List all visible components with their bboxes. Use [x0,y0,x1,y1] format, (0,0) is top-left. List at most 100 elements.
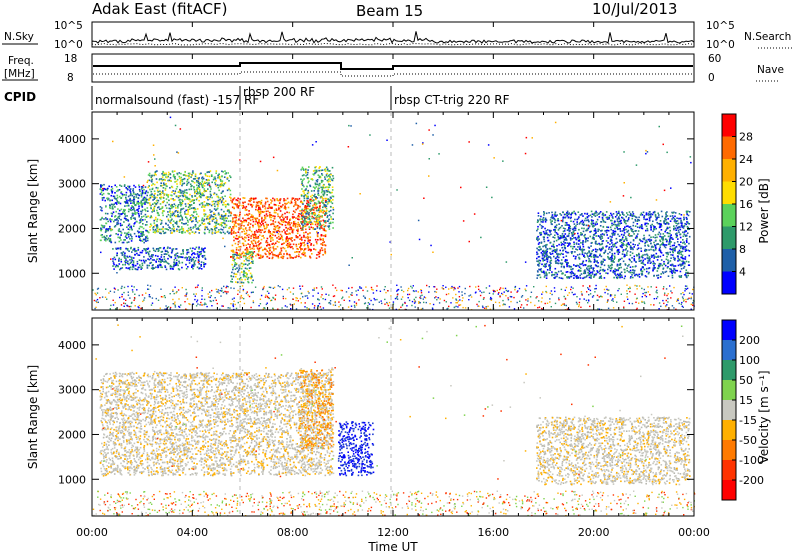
echo-point [259,212,262,215]
echo-point [683,262,686,264]
echo-point [173,173,175,176]
echo-point [112,211,115,213]
echo-point [617,221,620,223]
echo-point [680,263,683,266]
echo-point [574,227,576,230]
echo-point [182,192,185,195]
echo-point [656,236,658,239]
echo-point [111,199,113,202]
echo-point [326,186,328,188]
echo-point [147,179,149,182]
echo-point [150,215,152,217]
echo-point [561,236,563,239]
echo-point [144,224,147,226]
echo-point [536,251,538,254]
echo-point [242,244,245,247]
echo-point [125,218,127,220]
echo-point [188,259,190,262]
echo-point [107,198,109,201]
echo-point [257,241,259,243]
echo-point [148,258,151,261]
echo-point [556,273,559,276]
echo-point [681,246,684,248]
echo-point [630,246,632,249]
echo-point [195,257,198,259]
echo-point [588,265,590,267]
echo-point [259,210,262,213]
echo-point [591,216,593,218]
echo-point [150,257,152,260]
echo-point [168,199,170,202]
echo-point [252,262,254,264]
echo-point [249,272,252,275]
echo-point [310,243,313,245]
echo-point [588,270,591,272]
echo-point [326,175,328,178]
echo-point [277,227,280,229]
echo-point [264,230,266,233]
echo-point [208,223,211,225]
echo-point [140,192,143,195]
echo-point [302,252,304,254]
echo-point [644,223,646,226]
echo-point [538,274,541,276]
echo-point [564,260,566,262]
echo-point [138,205,140,207]
echo-point [163,261,165,263]
echo-point [264,216,267,219]
echo-point [118,228,121,230]
echo-point [192,172,195,174]
echo-point [119,230,122,233]
echo-point [215,217,217,219]
echo-point [626,243,628,246]
echo-point [309,250,312,252]
echo-point [280,235,283,237]
echo-point [549,269,551,271]
echo-point [236,267,238,269]
echo-point [596,212,598,214]
echo-point [235,225,238,228]
echo-point [179,181,182,183]
echo-point [673,228,675,231]
echo-point [191,199,194,201]
echo-point [653,227,655,230]
echo-point [292,247,294,250]
echo-point [537,225,539,228]
echo-point [153,194,155,197]
echo-point [241,278,243,281]
echo-point [180,231,183,233]
echo-point [207,203,210,205]
echo-point [289,218,292,220]
echo-point [302,179,304,181]
echo-point [214,228,216,230]
echo-point [199,182,201,184]
echo-point [238,218,240,220]
echo-point [329,209,332,212]
echo-point [297,229,299,232]
echo-point [187,213,189,215]
echo-point [202,223,205,225]
echo-point [225,224,228,227]
echo-point [144,213,147,216]
echo-point [250,276,253,278]
echo-point [192,215,194,217]
echo-point [300,215,303,217]
echo-point [190,229,192,231]
echo-point [572,231,575,234]
echo-point [307,195,309,198]
echo-point [181,183,184,185]
echo-point [102,226,104,228]
echo-point [119,247,122,249]
echo-point [594,232,597,234]
echo-point [322,223,325,226]
echo-point [173,263,175,266]
echo-point [131,229,133,231]
echo-point [551,250,554,253]
echo-point [280,248,283,250]
echo-point [585,224,588,227]
echo-point [667,266,669,268]
echo-point [160,178,163,180]
echo-point [133,207,135,210]
echo-point [162,197,165,199]
echo-point [227,209,230,212]
